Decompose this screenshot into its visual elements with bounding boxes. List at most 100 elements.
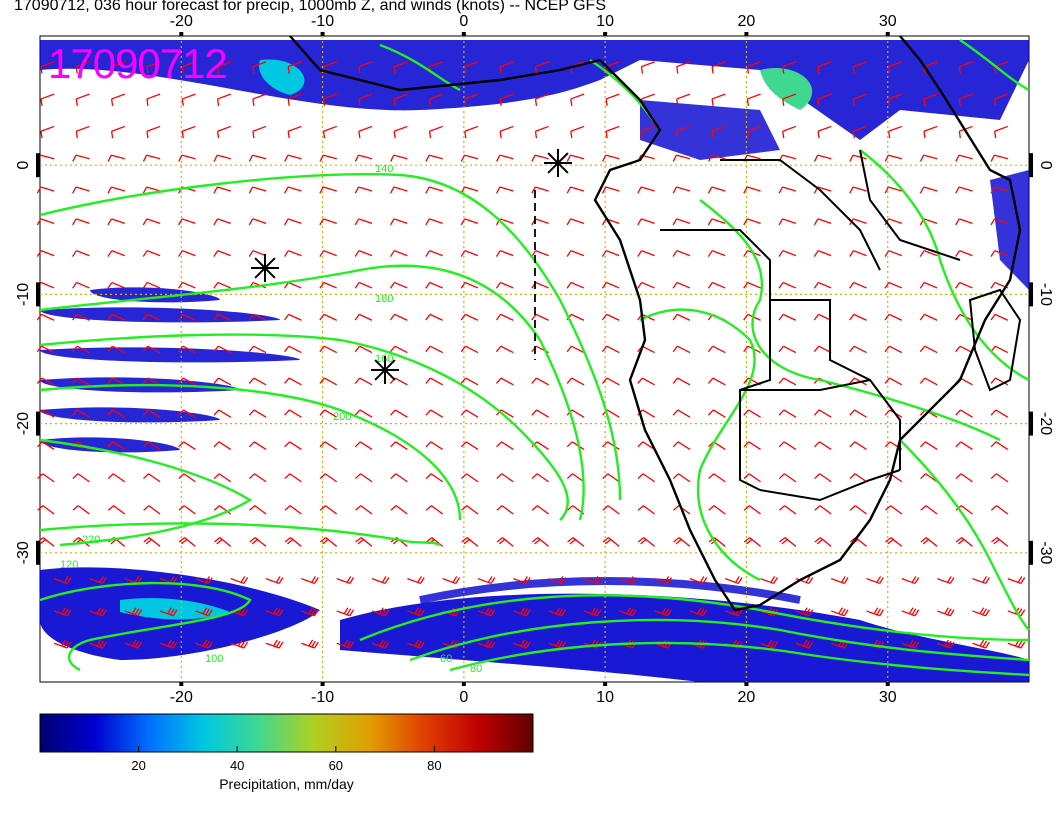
wind-barb bbox=[319, 250, 337, 257]
wind-barb bbox=[743, 473, 761, 483]
wind-barb bbox=[778, 250, 797, 257]
wind-barb bbox=[460, 250, 479, 257]
wind-barb bbox=[923, 93, 938, 106]
country-border bbox=[720, 159, 881, 271]
wind-barb bbox=[849, 313, 867, 321]
precip-streak bbox=[40, 407, 220, 423]
wind-barb bbox=[354, 473, 373, 483]
colorbar-tick-label: 20 bbox=[131, 758, 146, 773]
wind-barb bbox=[213, 218, 231, 226]
colorbar-ticks: 20 40 60 80 bbox=[0, 758, 1056, 776]
wind-barb bbox=[884, 250, 903, 257]
wind-barb bbox=[602, 154, 620, 162]
wind-barb bbox=[371, 639, 390, 649]
wind-barb bbox=[743, 441, 761, 450]
lon-tick-bottom bbox=[320, 682, 325, 686]
wind-barb bbox=[567, 537, 585, 547]
wind-barb bbox=[637, 250, 655, 257]
wind-barb bbox=[708, 441, 726, 450]
lon-label-top: 30 bbox=[879, 13, 897, 30]
wind-barb bbox=[36, 441, 55, 450]
wind-barb bbox=[284, 377, 302, 386]
wind-barb bbox=[89, 576, 107, 585]
wind-barb bbox=[813, 409, 832, 418]
wind-barb bbox=[142, 409, 161, 418]
wind-barb bbox=[216, 61, 231, 74]
storm-markers bbox=[251, 149, 572, 384]
wind-barb bbox=[495, 186, 514, 194]
wind-barb bbox=[354, 313, 373, 321]
wind-barb bbox=[89, 639, 107, 649]
wind-barb bbox=[142, 441, 161, 450]
contour-line bbox=[39, 333, 570, 521]
wind-barb bbox=[319, 154, 337, 162]
wind-barb bbox=[216, 93, 231, 106]
wind-barb bbox=[849, 505, 867, 515]
wind-barb bbox=[936, 607, 955, 617]
wind-barb bbox=[460, 409, 479, 418]
wind-barb bbox=[531, 313, 549, 321]
wind-barb bbox=[284, 218, 302, 226]
storm-marker-asterisk bbox=[544, 149, 572, 177]
wind-barb bbox=[884, 154, 903, 162]
wind-barb bbox=[319, 218, 337, 226]
wind-barb bbox=[319, 281, 337, 289]
wind-barb bbox=[390, 505, 408, 515]
wind-barb bbox=[36, 218, 55, 226]
colorbar-tick-label: 60 bbox=[328, 758, 344, 773]
wind-barb bbox=[354, 345, 373, 354]
wind-barb bbox=[672, 409, 691, 418]
wind-barb bbox=[958, 61, 973, 74]
wind-barb bbox=[252, 125, 267, 139]
wind-barb bbox=[249, 505, 267, 515]
wind-barb bbox=[990, 154, 1008, 162]
wind-barb bbox=[283, 313, 302, 321]
lon-label-bottom: -20 bbox=[170, 689, 193, 706]
wind-barb bbox=[72, 218, 90, 226]
wind-barb bbox=[195, 639, 213, 649]
precip-band-land bbox=[640, 100, 780, 160]
wind-barb bbox=[461, 537, 479, 547]
wind-barb bbox=[955, 441, 973, 450]
wind-barb bbox=[442, 576, 461, 585]
wind-barb bbox=[972, 639, 990, 649]
wind-barb bbox=[322, 93, 337, 106]
wind-barb bbox=[707, 186, 726, 194]
wind-barb bbox=[531, 505, 550, 515]
wind-barb bbox=[955, 473, 973, 483]
wind-barb bbox=[566, 250, 585, 257]
wind-barb bbox=[213, 473, 232, 483]
wind-barb bbox=[425, 250, 443, 257]
wind-barb bbox=[958, 125, 973, 139]
wind-barb bbox=[460, 377, 479, 386]
wind-barb bbox=[884, 345, 903, 354]
contour-line bbox=[959, 39, 1030, 92]
wind-barb bbox=[460, 345, 479, 354]
lon-tick-top bbox=[320, 32, 325, 36]
precip-core bbox=[259, 59, 305, 95]
wind-barb bbox=[265, 576, 284, 585]
wind-barb bbox=[689, 576, 708, 585]
west-africa-coastline bbox=[289, 35, 601, 92]
wind-barb bbox=[107, 409, 126, 418]
wind-barb bbox=[142, 345, 161, 354]
lat-tick-left bbox=[36, 540, 40, 565]
wind-barb bbox=[178, 218, 196, 226]
wind-barb bbox=[778, 377, 797, 386]
wind-barb bbox=[213, 377, 232, 386]
lat-label-left: -20 bbox=[15, 412, 32, 435]
wind-barb bbox=[283, 250, 302, 257]
wind-barb bbox=[124, 639, 143, 649]
lon-label-top: 20 bbox=[738, 13, 756, 30]
wind-barb bbox=[566, 281, 585, 289]
wind-barb bbox=[919, 186, 938, 194]
wind-barb bbox=[425, 154, 443, 162]
wind-barb bbox=[336, 639, 355, 649]
wind-barb bbox=[923, 125, 938, 139]
wind-barb bbox=[371, 576, 390, 585]
wind-barb bbox=[284, 409, 302, 418]
wind-barb bbox=[901, 607, 920, 617]
wind-barb bbox=[602, 505, 620, 515]
wind-barb bbox=[955, 186, 973, 194]
lon-tick-bottom bbox=[179, 682, 184, 686]
